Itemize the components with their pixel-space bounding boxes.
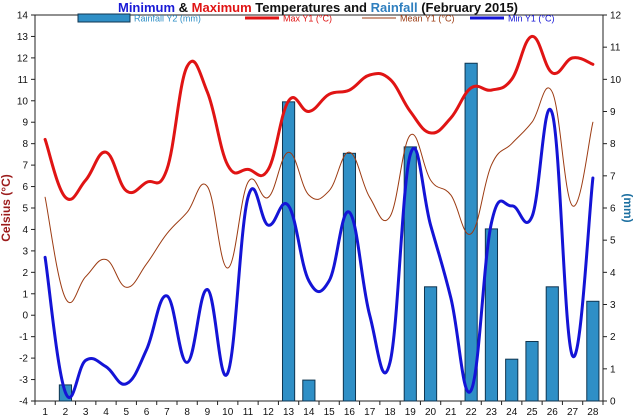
x-tick-label: 6 xyxy=(144,407,150,418)
y-tick-label: 2 xyxy=(22,268,28,279)
x-tick-label: 4 xyxy=(103,407,109,418)
y2-tick-label: 9 xyxy=(610,107,616,118)
y2-tick-label: 8 xyxy=(610,139,616,150)
x-tick-label: 15 xyxy=(324,407,336,418)
legend-label: Max Y1 (°C) xyxy=(283,14,332,24)
x-tick-label: 28 xyxy=(587,407,599,418)
rainfall-bar xyxy=(464,62,478,402)
y-tick-label: 7 xyxy=(22,161,28,172)
chart-title-part: Maximum xyxy=(192,0,252,15)
x-tick-label: 7 xyxy=(164,407,170,418)
x-tick-label: 24 xyxy=(506,407,518,418)
y-tick-label: 1 xyxy=(22,289,28,300)
y-tick-label: 13 xyxy=(17,32,29,43)
y2-tick-label: 11 xyxy=(610,43,621,54)
chart-title-part: Rainfall xyxy=(371,0,418,15)
x-tick-label: 5 xyxy=(124,407,130,418)
legend-swatch-rainfall xyxy=(77,13,131,23)
y2-tick-label: 5 xyxy=(610,236,616,247)
y-tick-label: -3 xyxy=(19,375,28,386)
x-tick-label: 25 xyxy=(526,407,538,418)
x-tick-label: 11 xyxy=(243,407,254,418)
y-tick-label: 5 xyxy=(22,204,28,215)
x-tick-label: 12 xyxy=(263,407,275,418)
y-axis-title: Celsius (°C) xyxy=(0,174,13,241)
y-tick-label: 3 xyxy=(22,246,28,257)
chart-title-part: & xyxy=(175,0,192,15)
rainfall-bar xyxy=(505,358,519,402)
y2-tick-label: 2 xyxy=(610,332,616,343)
max-temp-line xyxy=(43,34,595,201)
x-tick-label: 23 xyxy=(486,407,498,418)
rainfall-bar xyxy=(342,152,357,402)
x-tick-label: 26 xyxy=(547,407,559,418)
chart-title-part: Minimum xyxy=(118,0,175,15)
rainfall-bar xyxy=(545,286,559,402)
x-tick-label: 13 xyxy=(283,407,295,418)
y-tick-label: 6 xyxy=(22,182,28,193)
x-tick-label: 27 xyxy=(567,407,579,418)
y2-tick-label: 7 xyxy=(610,171,616,182)
y2-tick-label: 12 xyxy=(610,11,622,22)
y-tick-label: 9 xyxy=(22,118,28,129)
mean-temp-line xyxy=(44,87,594,303)
y2-tick-label: 6 xyxy=(610,204,616,215)
x-tick-label: 14 xyxy=(303,407,315,418)
y2-tick-label: 1 xyxy=(610,364,616,375)
x-tick-label: 18 xyxy=(384,407,396,418)
x-tick-label: 17 xyxy=(364,407,376,418)
y-tick-label: 12 xyxy=(17,53,29,64)
rainfall-bar xyxy=(423,286,438,402)
chart-title: Minimum & Maximum Temperatures and Rainf… xyxy=(118,0,518,15)
y-tick-label: 4 xyxy=(22,225,28,236)
y2-tick-label: 3 xyxy=(610,300,616,311)
y-tick-label: 8 xyxy=(22,139,28,150)
y-tick-label: 11 xyxy=(18,75,29,86)
x-tick-label: 2 xyxy=(63,407,69,418)
y2-axis-title: (mm) xyxy=(621,193,633,222)
x-tick-label: 10 xyxy=(222,407,234,418)
y2-tick-label: 4 xyxy=(610,268,616,279)
x-tick-label: 3 xyxy=(83,407,89,418)
x-tick-label: 21 xyxy=(445,407,457,418)
y-tick-label: -2 xyxy=(19,354,28,365)
rainfall-bar xyxy=(525,340,539,402)
chart-title-part: Temperatures and xyxy=(252,0,371,15)
y2-tick-label: 0 xyxy=(610,397,616,408)
legend-label-rainfall: Rainfall Y2 (mm) xyxy=(134,14,201,24)
y-tick-label: 10 xyxy=(17,96,29,107)
x-tick-label: 20 xyxy=(425,407,437,418)
rainfall-bar xyxy=(302,379,316,402)
legend-label: Mean Y1 (°C) xyxy=(400,14,454,24)
y-tick-label: 0 xyxy=(22,311,28,322)
x-tick-label: 16 xyxy=(344,407,356,418)
y2-tick-label: 10 xyxy=(610,75,622,86)
min-temp-line xyxy=(43,108,595,399)
rainfall-bar xyxy=(586,300,600,402)
x-tick-label: 19 xyxy=(405,407,417,418)
x-tick-label: 9 xyxy=(205,407,211,418)
x-tick-label: 8 xyxy=(184,407,190,418)
chart-title-part: (February 2015) xyxy=(418,0,518,15)
rainfall-bar xyxy=(403,146,417,402)
y-tick-label: -1 xyxy=(19,332,28,343)
rainfall-bar xyxy=(281,101,296,402)
x-tick-label: 1 xyxy=(42,407,48,418)
x-tick-label: 22 xyxy=(466,407,478,418)
legend-label: Min Y1 (°C) xyxy=(508,14,554,24)
y-tick-label: 14 xyxy=(17,11,29,22)
y-tick-label: -4 xyxy=(19,397,28,408)
